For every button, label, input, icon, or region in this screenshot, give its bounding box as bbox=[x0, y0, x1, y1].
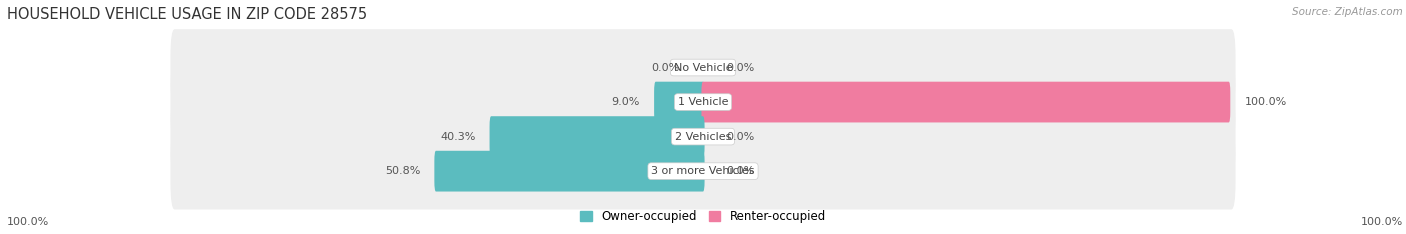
Text: 0.0%: 0.0% bbox=[727, 166, 755, 176]
Text: 9.0%: 9.0% bbox=[612, 97, 640, 107]
Text: 100.0%: 100.0% bbox=[7, 217, 49, 227]
FancyBboxPatch shape bbox=[170, 133, 1236, 209]
Text: 2 Vehicles: 2 Vehicles bbox=[675, 132, 731, 142]
Text: 0.0%: 0.0% bbox=[727, 132, 755, 142]
FancyBboxPatch shape bbox=[489, 116, 704, 157]
Text: 100.0%: 100.0% bbox=[1244, 97, 1286, 107]
FancyBboxPatch shape bbox=[170, 64, 1236, 140]
FancyBboxPatch shape bbox=[434, 151, 704, 192]
Text: 0.0%: 0.0% bbox=[651, 62, 679, 73]
Text: 100.0%: 100.0% bbox=[1361, 217, 1403, 227]
Text: 3 or more Vehicles: 3 or more Vehicles bbox=[651, 166, 755, 176]
FancyBboxPatch shape bbox=[170, 29, 1236, 106]
Text: HOUSEHOLD VEHICLE USAGE IN ZIP CODE 28575: HOUSEHOLD VEHICLE USAGE IN ZIP CODE 2857… bbox=[7, 7, 367, 22]
Legend: Owner-occupied, Renter-occupied: Owner-occupied, Renter-occupied bbox=[575, 206, 831, 228]
FancyBboxPatch shape bbox=[654, 82, 704, 122]
FancyBboxPatch shape bbox=[170, 98, 1236, 175]
FancyBboxPatch shape bbox=[702, 82, 1230, 122]
Text: Source: ZipAtlas.com: Source: ZipAtlas.com bbox=[1292, 7, 1403, 17]
Text: 40.3%: 40.3% bbox=[440, 132, 475, 142]
Text: 1 Vehicle: 1 Vehicle bbox=[678, 97, 728, 107]
Text: 50.8%: 50.8% bbox=[385, 166, 420, 176]
Text: No Vehicle: No Vehicle bbox=[673, 62, 733, 73]
Text: 0.0%: 0.0% bbox=[727, 62, 755, 73]
